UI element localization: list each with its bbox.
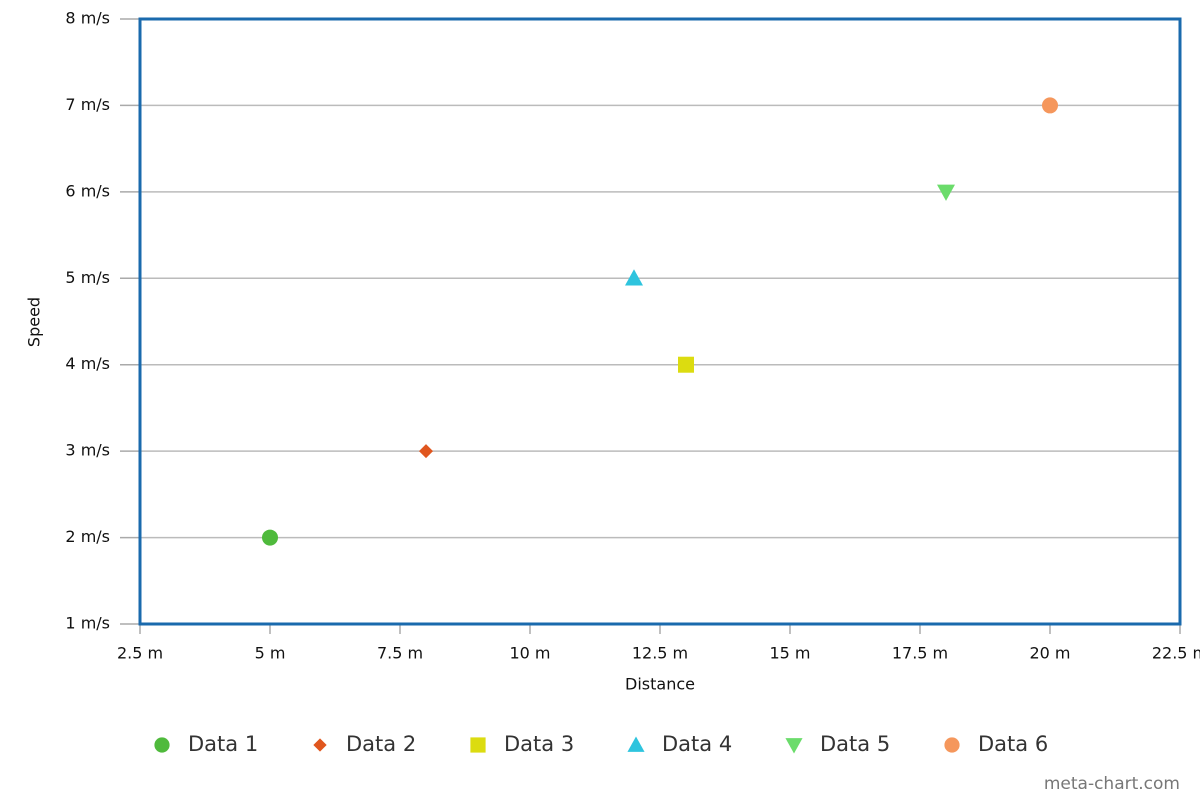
point [419, 444, 433, 459]
legend-swatch [627, 736, 645, 752]
y-tick-label: 4 m/s [65, 354, 110, 373]
legend-label: Data 2 [346, 732, 416, 756]
y-tick-label: 3 m/s [65, 441, 110, 460]
legend-label: Data 1 [188, 732, 258, 756]
watermark: meta-chart.com [1044, 774, 1180, 794]
y-axis-label: Speed [25, 297, 44, 347]
y-tick-label: 8 m/s [65, 9, 110, 28]
point [937, 184, 955, 201]
legend-label: Data 6 [978, 732, 1048, 756]
y-tick-label: 7 m/s [65, 95, 110, 114]
x-tick-label: 15 m [769, 644, 810, 663]
x-tick-label: 10 m [509, 644, 550, 663]
legend-swatch [944, 737, 960, 753]
y-tick-label: 5 m/s [65, 268, 110, 287]
x-tick-label: 20 m [1029, 644, 1070, 663]
y-tick-label: 2 m/s [65, 527, 110, 546]
x-tick-label: 17.5 m [892, 644, 948, 663]
legend-swatch [313, 738, 327, 752]
legend-label: Data 5 [820, 732, 890, 756]
x-axis-label: Distance [625, 675, 695, 694]
x-tick-label: 7.5 m [377, 644, 423, 663]
plot-border [138, 17, 1182, 626]
legend-label: Data 3 [504, 732, 574, 756]
y-tick-label: 1 m/s [65, 614, 110, 633]
legend-swatch [470, 737, 486, 753]
legend-swatch [785, 738, 803, 754]
x-tick-label: 5 m [255, 644, 286, 663]
legend-label: Data 4 [662, 732, 732, 756]
legend-swatch [154, 737, 170, 753]
x-tick-label: 12.5 m [632, 644, 688, 663]
x-tick-label: 2.5 m [117, 644, 163, 663]
point [1042, 97, 1058, 114]
point [262, 529, 278, 546]
x-tick-label: 22.5 m [1152, 644, 1200, 663]
point [625, 269, 643, 286]
y-tick-label: 6 m/s [65, 181, 110, 200]
point [678, 356, 694, 373]
